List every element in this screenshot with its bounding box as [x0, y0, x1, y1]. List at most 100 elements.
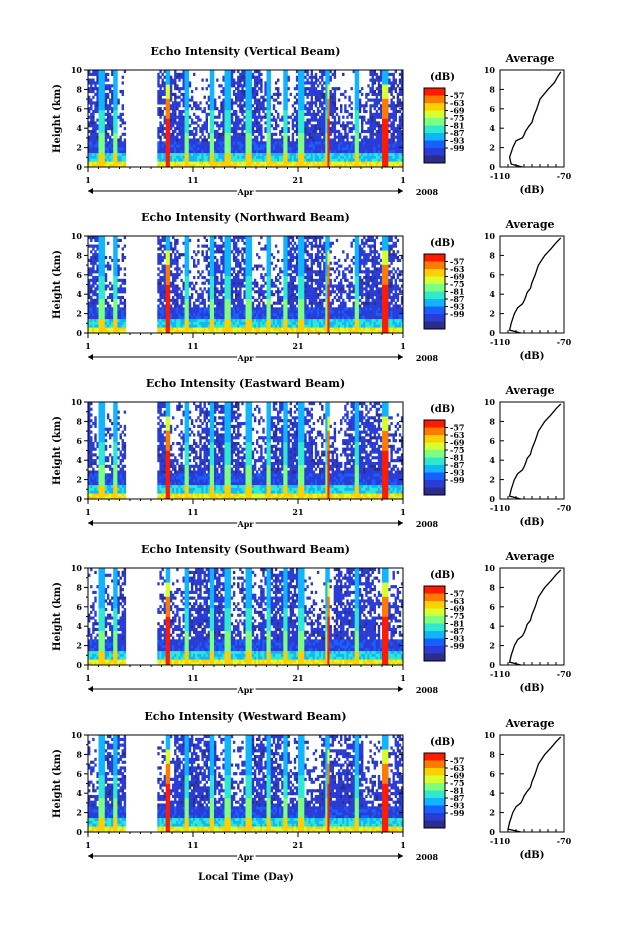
heatmap-cell [189, 81, 191, 84]
heatmap-cell [220, 276, 222, 279]
heatmap-cell [269, 138, 271, 141]
heatmap-cell [357, 76, 359, 79]
heatmap-cell [323, 116, 325, 119]
heatmap-cell [103, 313, 105, 316]
heatmap-cell [241, 153, 243, 156]
heatmap-cell [306, 144, 308, 147]
heatmap-cell [162, 250, 164, 253]
heatmap-cell [313, 81, 315, 84]
heatmap-cell [235, 273, 237, 276]
heatmap-cell [105, 316, 107, 319]
heatmap-cell [103, 290, 105, 293]
heatmap-cell [374, 90, 376, 93]
heatmap-cell [159, 158, 161, 161]
heatmap-cell [382, 84, 384, 87]
heatmap-cell [99, 319, 101, 322]
heatmap-cell [321, 138, 323, 141]
heatmap-cell [115, 296, 117, 299]
heatmap-cell [353, 124, 355, 127]
heatmap-cell [212, 136, 214, 139]
heatmap-cell [229, 153, 231, 156]
heatmap-cell [323, 110, 325, 113]
heatmap-cell [380, 138, 382, 141]
heatmap-cell [267, 130, 269, 133]
heatmap-cell [386, 110, 388, 113]
heatmap-cell [105, 310, 107, 313]
heatmap-cell [225, 273, 227, 276]
heatmap-cell [178, 79, 180, 82]
heatmap-cell [168, 239, 170, 242]
heatmap-cell [231, 136, 233, 139]
heatmap-cell [340, 107, 342, 110]
heatmap-cell [193, 265, 195, 268]
heatmap-cell [384, 161, 386, 164]
heatmap-cell [185, 147, 187, 150]
heatmap-cell [193, 138, 195, 141]
heatmap-cell [229, 299, 231, 302]
heatmap-cell [363, 141, 365, 144]
heatmap-cell [306, 121, 308, 124]
heatmap-cell [384, 104, 386, 107]
heatmap-cell [214, 302, 216, 305]
heatmap-cell [359, 99, 361, 102]
heatmap-cell [327, 113, 329, 116]
heatmap-cell [321, 144, 323, 147]
heatmap-cell [395, 104, 397, 107]
heatmap-cell [113, 96, 115, 99]
heatmap-cell [313, 113, 315, 116]
heatmap-cell [103, 239, 105, 242]
heatmap-cell [109, 153, 111, 156]
heatmap-cell [170, 270, 172, 273]
heatmap-cell [361, 93, 363, 96]
heatmap-cell [159, 302, 161, 305]
heatmap-cell [273, 93, 275, 96]
heatmap-cell [105, 327, 107, 330]
heatmap-cell [124, 310, 126, 313]
heatmap-cell [309, 90, 311, 93]
heatmap-cell [372, 113, 374, 116]
heatmap-cell [292, 158, 294, 161]
heatmap-cell [229, 304, 231, 307]
heatmap-cell [159, 99, 161, 102]
heatmap-cell [206, 138, 208, 141]
heatmap-cell [311, 104, 313, 107]
heatmap-cell [397, 104, 399, 107]
heatmap-cell [344, 141, 346, 144]
heatmap-cell [90, 310, 92, 313]
heatmap-cell [206, 158, 208, 161]
heatmap-cell [302, 119, 304, 122]
heatmap-cell [162, 267, 164, 270]
heatmap-cell [235, 150, 237, 153]
heatmap-cell [248, 136, 250, 139]
heatmap-cell [227, 138, 229, 141]
heatmap-cell [315, 144, 317, 147]
heatmap-cell [311, 161, 313, 164]
heatmap-cell [178, 322, 180, 325]
heatmap-cell [390, 101, 392, 104]
heatmap-cell [397, 133, 399, 136]
heatmap-cell [319, 127, 321, 130]
heatmap-cell [296, 144, 298, 147]
heatmap-cell [176, 73, 178, 76]
heatmap-cell [216, 138, 218, 141]
heatmap-cell [120, 158, 122, 161]
heatmap-cell [92, 322, 94, 325]
heatmap-cell [120, 290, 122, 293]
heatmap-cell [105, 93, 107, 96]
heatmap-cell [285, 101, 287, 104]
heatmap-cell [178, 313, 180, 316]
heatmap-cell [227, 127, 229, 130]
heatmap-cell [218, 116, 220, 119]
heatmap-cell [101, 247, 103, 250]
heatmap-cell [246, 110, 248, 113]
heatmap-cell [166, 76, 168, 79]
heatmap-cell [92, 253, 94, 256]
heatmap-cell [262, 141, 264, 144]
heatmap-cell [374, 156, 376, 159]
heatmap-cell [166, 310, 168, 313]
heatmap-cell [113, 270, 115, 273]
heatmap-cell [252, 124, 254, 127]
heatmap-cell [191, 156, 193, 159]
heatmap-cell [267, 76, 269, 79]
heatmap-cell [254, 101, 256, 104]
